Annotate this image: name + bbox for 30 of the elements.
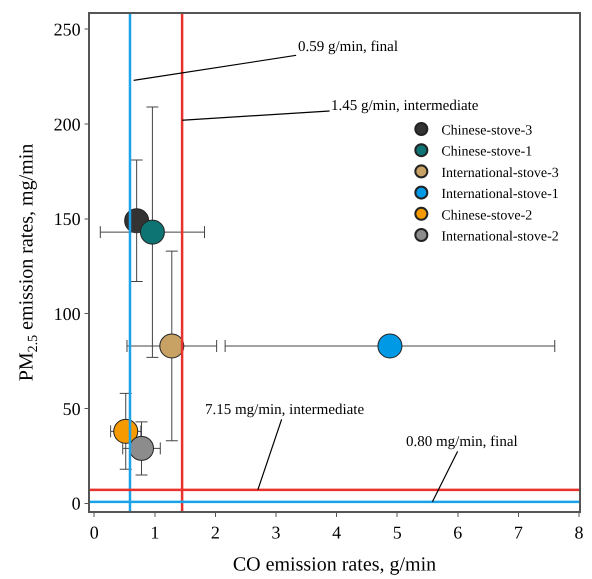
annotation: 1.45 g/min, intermediate (331, 98, 479, 114)
annotation: 7.15 mg/min, intermediate (205, 402, 364, 418)
x-tick-label: 2 (210, 522, 220, 542)
annotation: 0.80 mg/min, final (406, 434, 518, 450)
x-tick-label: 1 (150, 522, 160, 542)
y-tick-label: 150 (54, 209, 81, 230)
y-tick-label: 0 (72, 494, 81, 514)
x-axis-title: CO emission rates, g/min (232, 553, 436, 576)
x-tick-label: 3 (272, 522, 281, 542)
point (377, 333, 402, 358)
point (140, 220, 165, 245)
legend-label: International-stove-2 (441, 229, 559, 244)
point (129, 436, 154, 461)
x-tick-label: 5 (392, 522, 402, 542)
y-tick-label: 50 (62, 398, 81, 419)
x-tick-label: 0 (90, 522, 99, 542)
legend-label: International-stove-1 (441, 187, 559, 202)
y-tick-label: 100 (54, 304, 81, 324)
x-tick-label: 4 (332, 522, 342, 542)
x-tick-label: 6 (453, 522, 462, 542)
legend-label: Chinese-stove-2 (441, 208, 532, 224)
legend-label: Chinese-stove-3 (441, 123, 532, 138)
x-tick-label: 7 (514, 522, 523, 542)
legend-label: International-stove-3 (441, 166, 559, 181)
point (159, 333, 184, 358)
x-tick-label: 8 (574, 522, 584, 542)
y-tick-label: 250 (54, 19, 81, 40)
legend-label: Chinese-stove-1 (441, 144, 532, 160)
annotation: 0.59 g/min, final (298, 39, 398, 55)
y-tick-label: 200 (54, 114, 81, 134)
